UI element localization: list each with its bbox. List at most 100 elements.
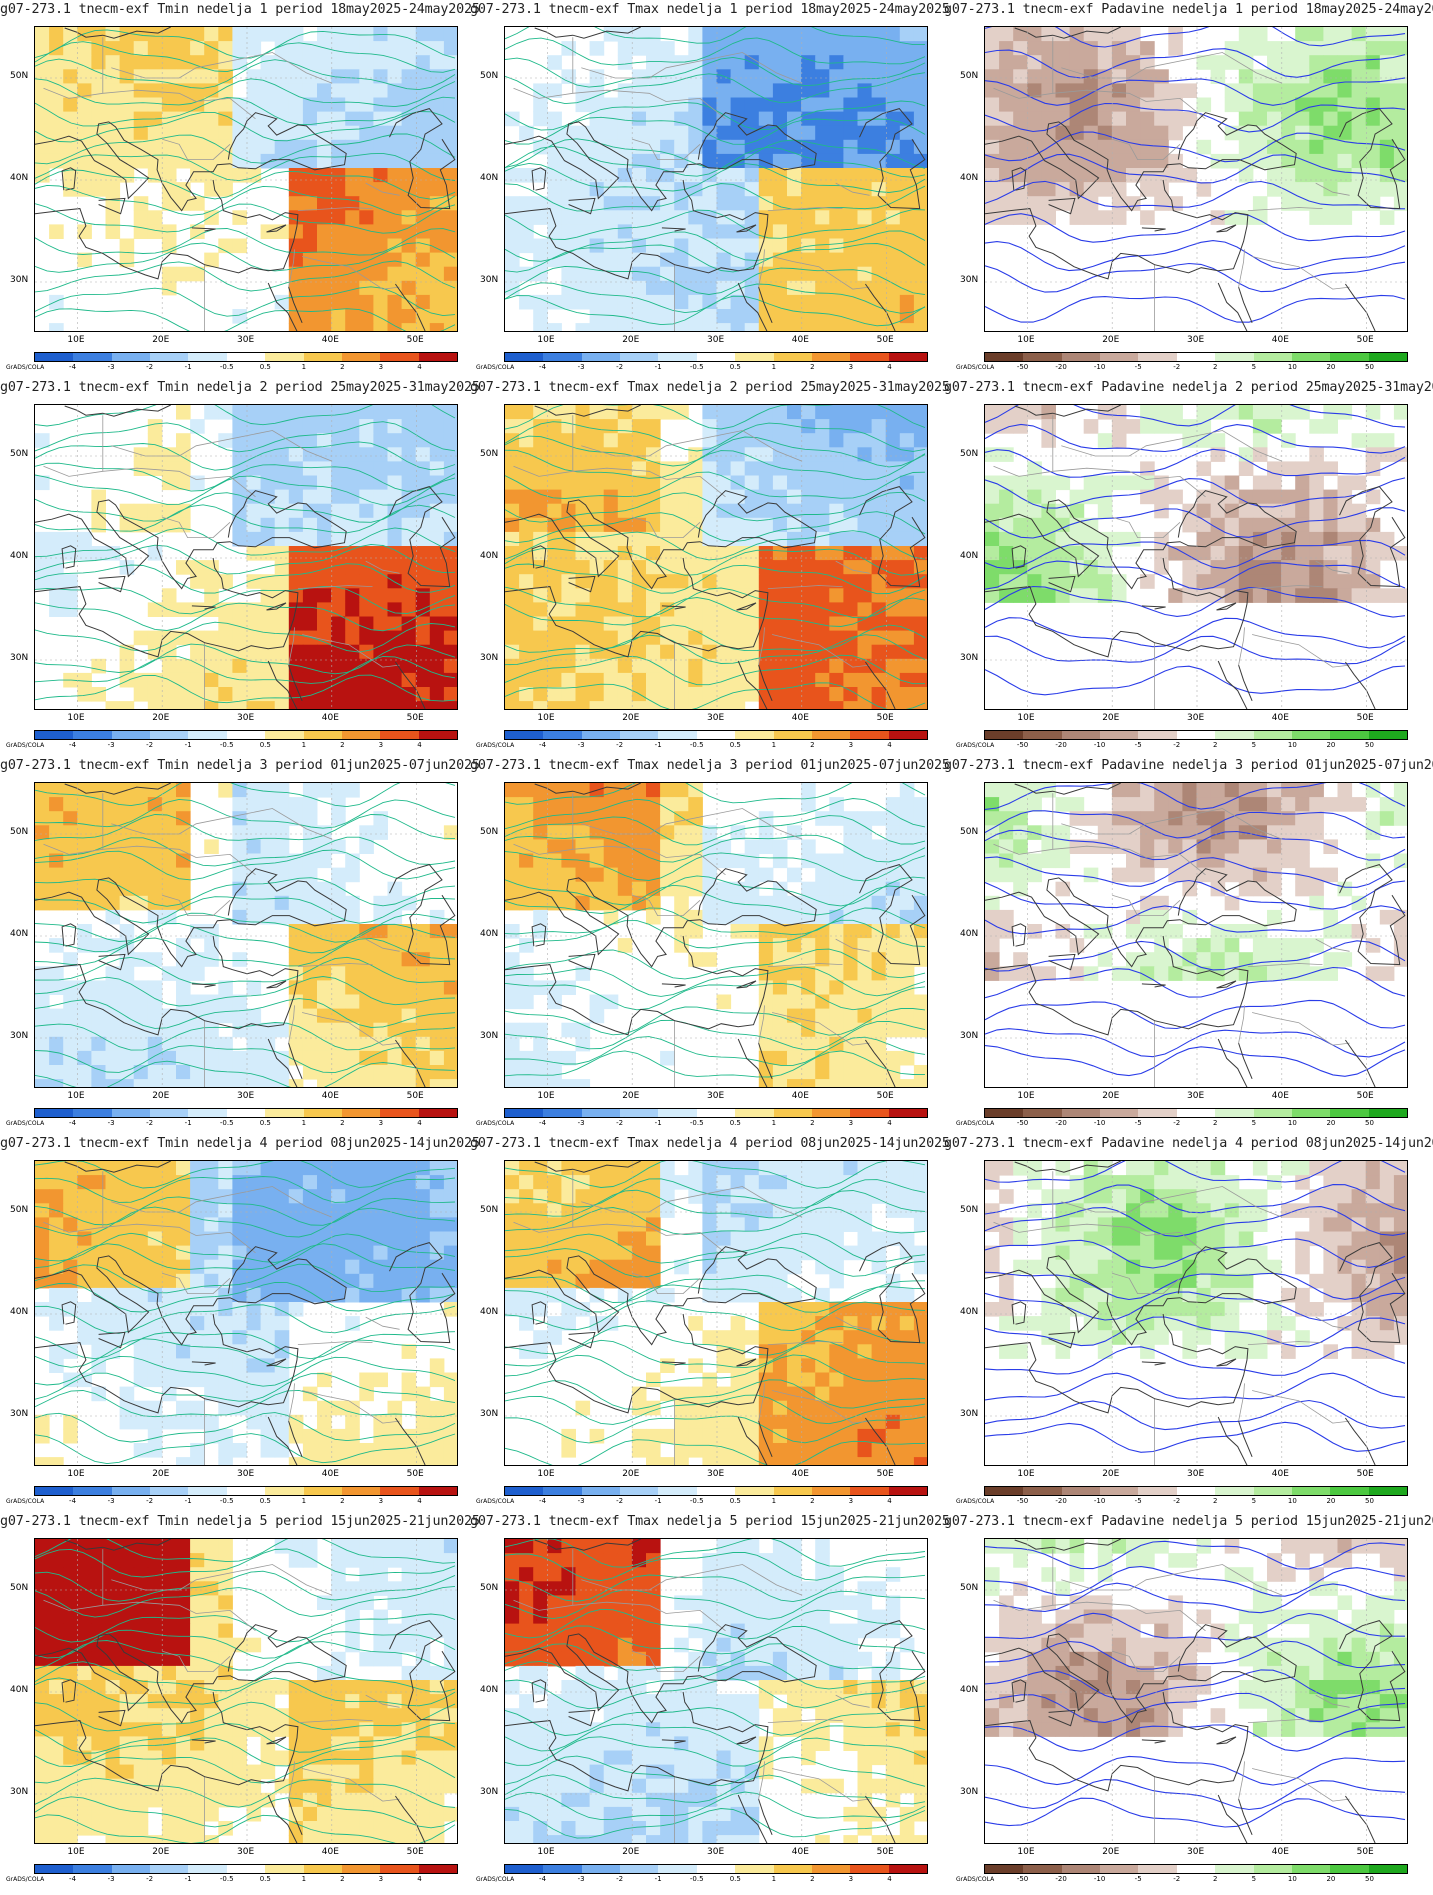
map-image	[505, 1539, 927, 1843]
color-bar-cell	[1138, 1109, 1177, 1117]
lon-label: 10E	[67, 1469, 85, 1479]
map-panel-tmax-week-3: g07-273.1 tnecm-exf Tmax nedelja 3 perio…	[470, 756, 950, 1134]
lon-label: 30E	[707, 1091, 725, 1101]
color-bar-tick: -4	[69, 363, 77, 371]
lon-label: 40E	[1271, 1091, 1289, 1101]
color-bar-tick: 10	[1287, 1497, 1297, 1505]
color-bar-cell	[1368, 731, 1407, 739]
color-bar-tick: -1	[654, 1497, 662, 1505]
title-prefix: g07-273.1 tnecm-exf	[944, 1514, 1094, 1529]
color-bar-cell	[73, 1487, 112, 1495]
panel-title: g07-273.1 tnecm-exf Tmax nedelja 2 perio…	[470, 380, 950, 395]
grads-label: GrADS/COLA	[476, 1876, 515, 1883]
title-variable: Padavine	[1101, 380, 1165, 395]
map-area	[504, 782, 928, 1088]
panel-title: g07-273.1 tnecm-exf Tmax nedelja 1 perio…	[470, 2, 950, 17]
title-prefix: g07-273.1 tnecm-exf	[0, 758, 150, 773]
lon-label: 10E	[1017, 713, 1035, 723]
color-bar-cell	[696, 353, 736, 361]
lon-label: 30E	[237, 713, 255, 723]
map-panel-padavine-week-1: g07-273.1 tnecm-exf Padavine nedelja 1 p…	[944, 0, 1433, 378]
color-bar-tick: 20	[1326, 1119, 1336, 1127]
lon-label: 20E	[1102, 1469, 1120, 1479]
map-image	[985, 1161, 1407, 1465]
lat-label: 50N	[960, 449, 979, 459]
color-bar-cell	[850, 1865, 889, 1873]
title-variable: Tmin	[157, 758, 189, 773]
color-bar-tick: -20	[1055, 363, 1067, 371]
color-bar-cell	[581, 731, 621, 739]
title-period-label: period	[745, 380, 793, 395]
color-bar-cell	[1138, 731, 1177, 739]
lat-label: 30N	[10, 1031, 29, 1041]
color-bar-cell	[1368, 1487, 1407, 1495]
title-variable: Padavine	[1101, 1514, 1165, 1529]
color-bar-cell	[850, 1109, 889, 1117]
color-bar-tick: -2	[146, 1119, 154, 1127]
lat-label: 30N	[480, 1787, 499, 1797]
color-bar-cell	[265, 1109, 304, 1117]
color-bar-cell	[1176, 1487, 1216, 1495]
color-bar-tick: -2	[616, 1497, 624, 1505]
color-bar-cell	[150, 1109, 189, 1117]
color-bar-cell	[1138, 1487, 1177, 1495]
color-bar-tick: 0.5	[259, 741, 271, 749]
color-bar-tick: -0.5	[689, 1497, 704, 1505]
panel-title: g07-273.1 tnecm-exf Tmin nedelja 1 perio…	[0, 2, 480, 17]
lat-label: 30N	[960, 1409, 979, 1419]
color-bar-tick: -1	[184, 363, 192, 371]
color-bar-tick: 5	[1251, 1497, 1257, 1505]
lon-label: 50E	[1356, 713, 1374, 723]
color-bar-tick: -5	[1134, 1875, 1142, 1883]
color-bar-tick: 50	[1364, 363, 1374, 371]
color-bar-tick: -0.5	[219, 1119, 234, 1127]
color-bar	[34, 352, 458, 362]
title-variable: Padavine	[1101, 2, 1165, 17]
color-bar-tick: -3	[577, 1875, 585, 1883]
lat-label: 50N	[480, 827, 499, 837]
title-period-label: period	[1250, 1514, 1298, 1529]
color-bar-tick: -2	[1173, 1497, 1181, 1505]
lon-label: 30E	[1187, 1847, 1205, 1857]
color-bar-cell	[380, 1865, 419, 1873]
lon-label: 20E	[1102, 713, 1120, 723]
color-bar	[504, 1864, 928, 1874]
color-bar-cell	[888, 1487, 927, 1495]
color-bar-cell	[620, 1487, 659, 1495]
color-bar-tick: -20	[1055, 1497, 1067, 1505]
color-bar-cell	[418, 1487, 457, 1495]
color-bar-tick: 3	[848, 363, 854, 371]
panel-title: g07-273.1 tnecm-exf Tmax nedelja 5 perio…	[470, 1514, 950, 1529]
color-bar-cell	[658, 353, 697, 361]
color-bar-cell	[265, 353, 304, 361]
grads-label: GrADS/COLA	[476, 364, 515, 371]
map-image	[505, 1161, 927, 1465]
panel-title: g07-273.1 tnecm-exf Padavine nedelja 1 p…	[944, 2, 1433, 17]
color-bar-cell	[985, 731, 1024, 739]
color-bar-cell	[418, 731, 457, 739]
color-bar-cell	[1330, 731, 1369, 739]
panel-title: g07-273.1 tnecm-exf Padavine nedelja 3 p…	[944, 758, 1433, 773]
map-image	[35, 405, 457, 709]
color-bar-cell	[1253, 1487, 1292, 1495]
color-bar-tick: 2	[810, 1497, 815, 1505]
title-nedelja: nedelja	[1172, 1514, 1228, 1529]
title-period-label: period	[275, 2, 323, 17]
lat-label: 40N	[480, 929, 499, 939]
color-bar-cell	[811, 731, 851, 739]
map-panel-tmax-week-4: g07-273.1 tnecm-exf Tmax nedelja 4 perio…	[470, 1134, 950, 1512]
color-bar-cell	[1215, 1109, 1254, 1117]
color-bar-cell	[581, 1487, 621, 1495]
color-bar-tick: 4	[887, 741, 892, 749]
color-bar-tick: 0.5	[729, 741, 741, 749]
color-bar-tick: 5	[1251, 741, 1257, 749]
lon-label: 10E	[67, 1091, 85, 1101]
title-prefix: g07-273.1 tnecm-exf	[470, 2, 620, 17]
color-bar-tick: -3	[107, 1119, 115, 1127]
lon-label: 50E	[876, 1091, 894, 1101]
color-bar-cell	[985, 353, 1024, 361]
color-bar-tick: -4	[539, 363, 547, 371]
color-bar-tick: -1	[654, 741, 662, 749]
color-bar-cell	[888, 353, 927, 361]
color-bar-cell	[111, 1109, 151, 1117]
